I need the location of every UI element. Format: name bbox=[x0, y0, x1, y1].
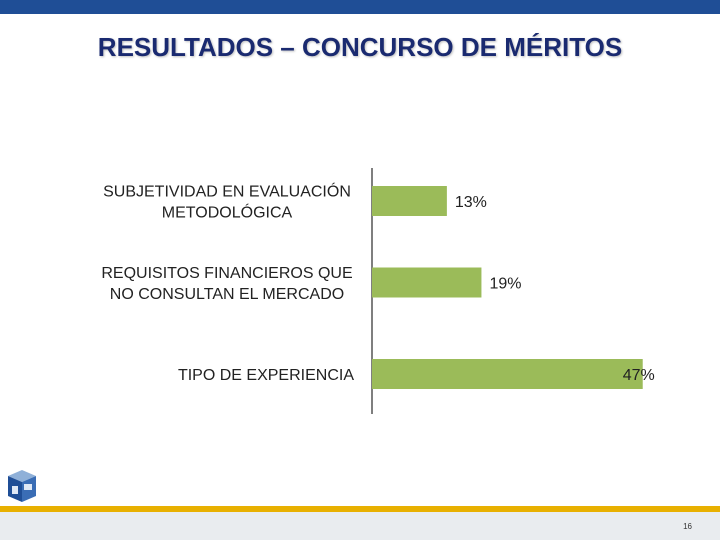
page-number: 16 bbox=[683, 522, 692, 531]
category-label-1: SUBJETIVIDAD EN EVALUACIÓN METODOLÓGICA bbox=[103, 182, 351, 222]
slide-title: RESULTADOS – CONCURSO DE MÉRITOS bbox=[97, 32, 623, 62]
category-label-3: TIPO DE EXPERIENCIA bbox=[178, 367, 354, 384]
value-label-3: 47% bbox=[623, 367, 655, 384]
top-accent-bar bbox=[0, 0, 720, 14]
company-logo-icon bbox=[8, 470, 36, 502]
category-label-2: REQUISITOS FINANCIEROS QUE NO CONSULTAN E… bbox=[101, 265, 352, 303]
bar-1 bbox=[372, 186, 447, 216]
footer-gold-stripe bbox=[0, 506, 720, 512]
value-label-1: 13% bbox=[455, 194, 487, 211]
value-label-2: 19% bbox=[489, 276, 521, 293]
bar-2 bbox=[372, 267, 482, 298]
footer-band bbox=[0, 512, 720, 540]
bar-3 bbox=[372, 359, 643, 389]
